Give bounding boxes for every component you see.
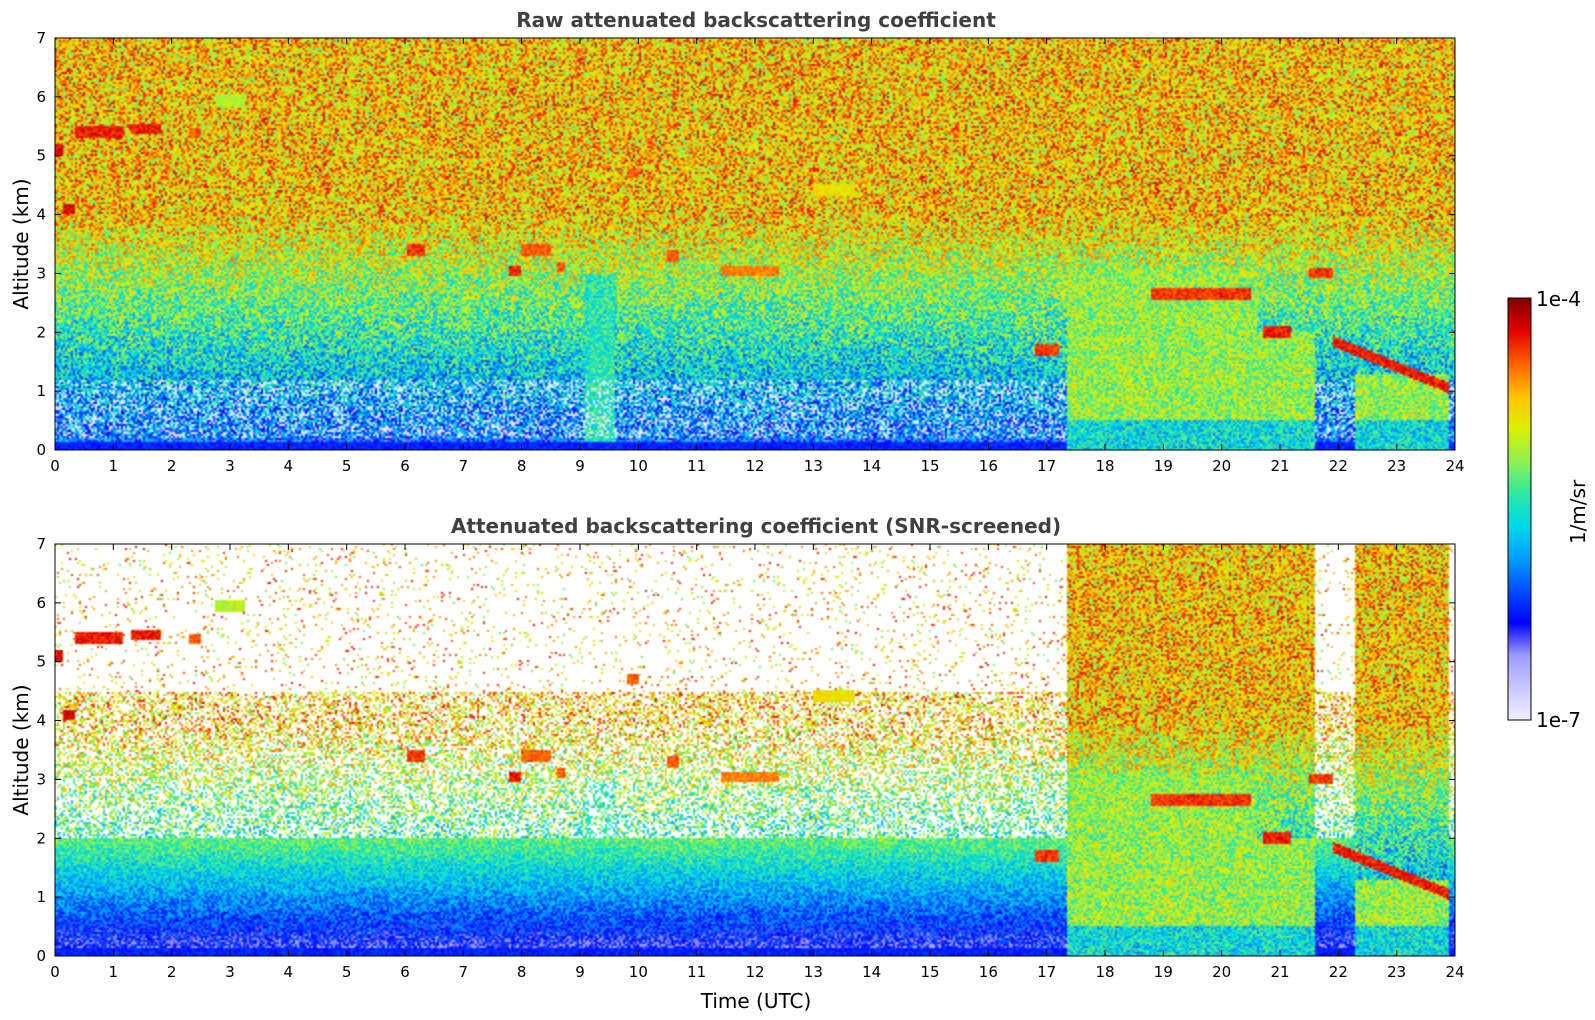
y-tick-label: 0 xyxy=(36,947,46,965)
y-tick-label: 1 xyxy=(36,888,46,906)
y-tick-label: 6 xyxy=(36,594,46,612)
x-tick-label: 19 xyxy=(1154,457,1173,475)
x-tick-label: 18 xyxy=(1095,963,1114,981)
x-tick-label: 5 xyxy=(342,963,352,981)
screened-heatmap xyxy=(55,544,1455,956)
x-tick-label: 17 xyxy=(1037,457,1056,475)
x-tick-label: 17 xyxy=(1037,963,1056,981)
x-axis-label: Time (UTC) xyxy=(700,989,812,1013)
raw-heatmap xyxy=(55,38,1455,450)
screened-panel-title: Attenuated backscattering coefficient (S… xyxy=(451,514,1061,538)
snr-screened-panel: Attenuated backscattering coefficient (S… xyxy=(9,514,1465,1013)
y-tick-label: 3 xyxy=(36,264,46,282)
x-tick-label: 15 xyxy=(920,963,939,981)
y-tick-label: 2 xyxy=(36,323,46,341)
x-tick-label: 21 xyxy=(1270,457,1289,475)
y-tick-label: 5 xyxy=(36,653,46,671)
x-tick-label: 13 xyxy=(804,963,823,981)
y-tick-label: 4 xyxy=(36,712,46,730)
x-tick-label: 2 xyxy=(167,963,177,981)
y-tick-label: 3 xyxy=(36,770,46,788)
x-tick-label: 10 xyxy=(629,963,648,981)
x-tick-label: 6 xyxy=(400,457,410,475)
x-tick-label: 1 xyxy=(109,963,119,981)
screened-x-ticks: 0 1 2 3 4 5 6 7 8 9 10 11 12 13 14 15 16 17 18 19 20 21 22 23 24 xyxy=(50,544,1465,981)
x-tick-label: 1 xyxy=(109,457,119,475)
x-tick-label: 0 xyxy=(50,963,60,981)
x-tick-label: 3 xyxy=(225,963,235,981)
raw-y-axis-label: Altitude (km) xyxy=(9,178,33,309)
x-tick-label: 4 xyxy=(284,457,294,475)
y-tick-label: 5 xyxy=(36,147,46,165)
x-tick-label: 16 xyxy=(979,457,998,475)
x-tick-label: 23 xyxy=(1387,457,1406,475)
colorbar: 1e-4 1e-7 1/m/sr xyxy=(1507,287,1590,732)
x-tick-label: 12 xyxy=(745,457,764,475)
y-tick-label: 1 xyxy=(36,382,46,400)
x-tick-label: 7 xyxy=(459,457,469,475)
raw-x-ticks: 0 1 2 3 4 5 6 7 8 9 10 11 12 13 14 15 16 17 18 19 20 21 22 23 24 xyxy=(50,38,1465,475)
x-tick-label: 21 xyxy=(1270,963,1289,981)
x-tick-label: 13 xyxy=(804,457,823,475)
x-tick-label: 9 xyxy=(575,457,585,475)
colorbar-max-label: 1e-4 xyxy=(1536,287,1581,311)
x-tick-label: 19 xyxy=(1154,963,1173,981)
y-tick-label: 6 xyxy=(36,88,46,106)
x-tick-label: 11 xyxy=(687,963,706,981)
x-tick-label: 24 xyxy=(1445,457,1464,475)
x-tick-label: 8 xyxy=(517,963,527,981)
heatmap-image xyxy=(55,544,1455,956)
x-tick-label: 14 xyxy=(862,457,881,475)
raw-panel-title: Raw attenuated backscattering coefficien… xyxy=(516,8,996,32)
y-tick-label: 7 xyxy=(36,535,46,553)
x-tick-label: 4 xyxy=(284,963,294,981)
x-tick-label: 24 xyxy=(1445,963,1464,981)
x-tick-label: 20 xyxy=(1212,963,1231,981)
x-tick-label: 8 xyxy=(517,457,527,475)
x-tick-label: 20 xyxy=(1212,457,1231,475)
x-tick-label: 0 xyxy=(50,457,60,475)
y-tick-label: 7 xyxy=(36,29,46,47)
x-tick-label: 6 xyxy=(400,963,410,981)
x-tick-label: 3 xyxy=(225,457,235,475)
y-tick-label: 0 xyxy=(36,441,46,459)
x-tick-label: 10 xyxy=(629,457,648,475)
x-tick-label: 2 xyxy=(167,457,177,475)
colorbar-bar xyxy=(1507,297,1532,721)
x-tick-label: 7 xyxy=(459,963,469,981)
x-tick-label: 22 xyxy=(1329,457,1348,475)
x-tick-label: 15 xyxy=(920,457,939,475)
raw-y-ticks: 0 1 2 3 4 5 6 7 xyxy=(36,29,1455,459)
x-tick-label: 9 xyxy=(575,963,585,981)
x-tick-label: 11 xyxy=(687,457,706,475)
x-tick-label: 16 xyxy=(979,963,998,981)
screened-y-axis-label: Altitude (km) xyxy=(9,684,33,815)
x-tick-label: 5 xyxy=(342,457,352,475)
colorbar-unit-label: 1/m/sr xyxy=(1566,479,1590,544)
screened-y-ticks: 0 1 2 3 4 5 6 7 xyxy=(36,535,1455,965)
raw-backscatter-panel: Raw attenuated backscattering coefficien… xyxy=(9,8,1465,475)
x-tick-label: 14 xyxy=(862,963,881,981)
x-tick-label: 18 xyxy=(1095,457,1114,475)
x-tick-label: 12 xyxy=(745,963,764,981)
heatmap-image xyxy=(55,38,1455,450)
x-tick-label: 22 xyxy=(1329,963,1348,981)
y-tick-label: 2 xyxy=(36,829,46,847)
colorbar-min-label: 1e-7 xyxy=(1536,708,1581,732)
x-tick-label: 23 xyxy=(1387,963,1406,981)
y-tick-label: 4 xyxy=(36,206,46,224)
